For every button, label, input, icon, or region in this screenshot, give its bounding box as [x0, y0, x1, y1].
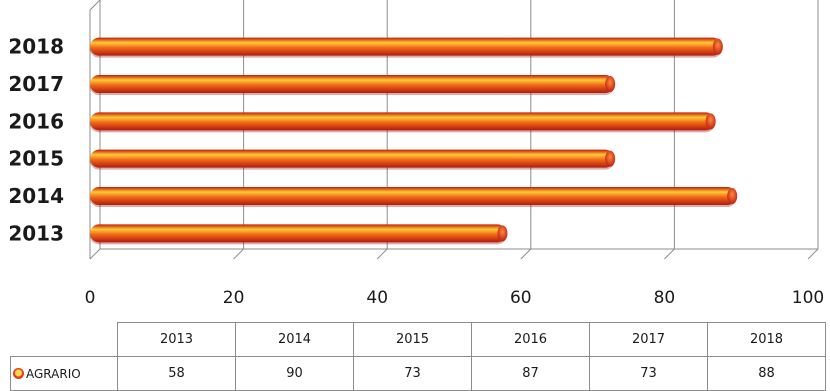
bar	[90, 224, 508, 245]
bar-body	[90, 37, 722, 56]
table-row: AGRARIO 58 90 73 87 73 88	[10, 356, 826, 391]
table-header-cell: 2013	[117, 322, 236, 357]
x-axis-tick-label: 80	[654, 288, 676, 308]
bar	[90, 75, 616, 95]
table-header-cell: 2018	[707, 322, 826, 357]
x-axis-tick-label: 100	[792, 288, 824, 308]
bar-body	[90, 112, 715, 131]
gridline-floor	[664, 248, 675, 260]
bar-body	[90, 149, 615, 168]
y-axis-label: 2014	[8, 184, 64, 208]
x-axis-tick-label: 20	[223, 288, 245, 308]
y-axis-labels: 2013 2014 2015 2016 2017 2018	[8, 35, 64, 246]
table-value-cell: 87	[471, 356, 590, 391]
y-axis-label: 2015	[8, 147, 64, 171]
bar-end-cap	[727, 188, 738, 204]
series-label: AGRARIO	[26, 366, 81, 381]
bar	[90, 149, 616, 170]
bar-end-cap	[705, 113, 716, 130]
x-axis-tick-label: 0	[85, 288, 96, 308]
x-axis-tick-label: 60	[510, 288, 532, 308]
y-axis-label: 2017	[8, 72, 64, 96]
table-header-cell: 2016	[471, 322, 590, 357]
gridline-floor	[376, 248, 388, 260]
bar-body	[90, 224, 507, 243]
bar	[90, 112, 716, 133]
bars	[90, 37, 738, 245]
y-axis-label: 2016	[8, 109, 64, 133]
bar-body	[90, 187, 737, 205]
bar-chart: 2013 2014 2015 2016 2017 2018 0 20 40 60 80 100	[8, 0, 825, 308]
table-header-cell: 2014	[235, 322, 354, 357]
bar-body	[90, 75, 615, 93]
gridline-floor	[807, 248, 819, 260]
table-value-cell: 73	[353, 356, 472, 391]
gridline-floor	[233, 248, 244, 260]
bar-end-cap	[605, 76, 616, 92]
gridline-floor	[89, 248, 101, 260]
table-header-row: 2013 2014 2015 2016 2017 2018	[10, 322, 826, 357]
table-value-cell: 73	[589, 356, 708, 391]
bar-end-cap	[712, 38, 723, 55]
bar-end-cap	[497, 225, 508, 242]
bar-end-cap	[605, 150, 616, 167]
table-corner-cell	[10, 322, 118, 357]
table-header-cell: 2017	[589, 322, 708, 357]
bar	[90, 187, 738, 207]
legend-marker-icon	[13, 367, 24, 379]
series-label-cell: AGRARIO	[10, 356, 118, 391]
table-value-cell: 88	[707, 356, 826, 391]
table-header-cell: 2015	[353, 322, 472, 357]
y-axis-label: 2018	[8, 35, 64, 59]
x-axis-tick-label: 40	[366, 288, 388, 308]
table-value-cell: 90	[235, 356, 354, 391]
table-value-cell: 58	[117, 356, 236, 391]
y-axis-top-edge	[89, 0, 101, 11]
gridline-floor	[520, 248, 532, 260]
x-axis-tick-labels: 0 20 40 60 80 100	[85, 288, 825, 308]
bar	[90, 37, 723, 58]
data-table: 2013 2014 2015 2016 2017 2018 AGRARIO 58…	[10, 322, 826, 391]
y-axis-label: 2013	[8, 221, 64, 245]
